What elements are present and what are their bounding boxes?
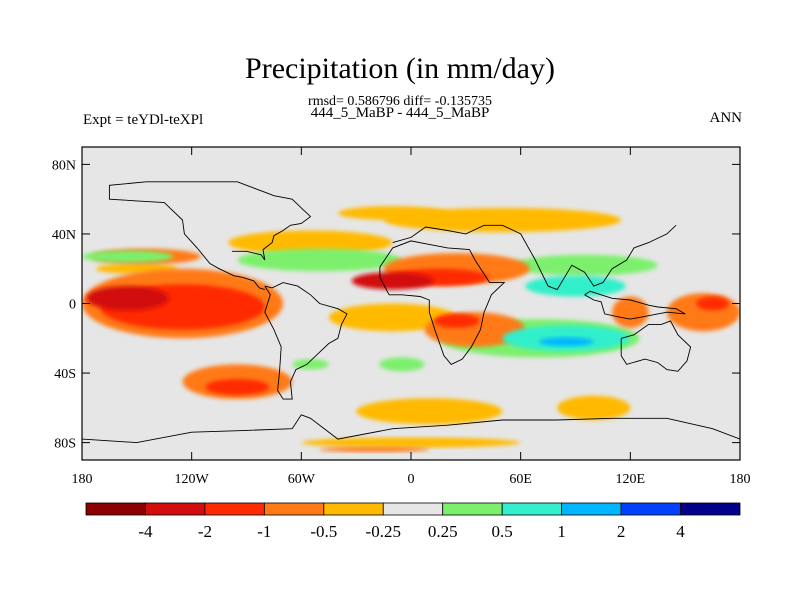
coastline-1 xyxy=(379,240,506,365)
colorbar: -4 -2 -1 -0.5 -0.25 0.25 0.5 1 2 4 xyxy=(85,502,741,541)
field-region-25 xyxy=(557,395,631,421)
coastline-0 xyxy=(392,224,677,291)
colorbar-label-2: -1 xyxy=(257,522,271,541)
x-tick-label-3: 0 xyxy=(408,472,415,487)
colorbar-box-4 xyxy=(323,502,384,516)
precipitation-field xyxy=(82,206,740,453)
x-tick-label-2: 60W xyxy=(288,472,316,487)
coastline-6 xyxy=(584,290,686,320)
field-region-7 xyxy=(205,379,270,395)
colorbar-label-7: 1 xyxy=(557,522,566,541)
field-region-31 xyxy=(337,206,448,221)
y-tick-label-0: 80N xyxy=(52,158,76,173)
x-tick-label-5: 120E xyxy=(616,472,646,487)
colorbar-box-5 xyxy=(382,502,444,516)
field-region-16 xyxy=(328,303,457,332)
colorbar-box-8 xyxy=(561,502,622,516)
plot-title: Precipitation (in mm/day) xyxy=(245,52,555,85)
field-region-10 xyxy=(82,250,174,263)
colorbar-label-9: 4 xyxy=(676,522,685,541)
field-region-4 xyxy=(86,286,169,311)
field-region-30 xyxy=(379,357,425,372)
colorbar-label-3: -0.5 xyxy=(310,522,337,541)
colorbar-label-1: -2 xyxy=(198,522,212,541)
axis-ticks: 180 120W 60W 0 60E 120E 180 80N 40N 0 40S 80S xyxy=(52,147,751,487)
colorbar-box-6 xyxy=(442,502,503,516)
field-region-11 xyxy=(511,254,658,276)
y-tick-label-4: 80S xyxy=(54,437,76,452)
field-region-24 xyxy=(696,296,730,311)
colorbar-label-0: -4 xyxy=(138,522,153,541)
coastlines xyxy=(82,181,740,444)
field-region-28 xyxy=(319,446,430,453)
field-region-18 xyxy=(433,313,480,328)
x-tick-label-0: 180 xyxy=(72,472,93,487)
colorbar-label-8: 2 xyxy=(617,522,626,541)
case-label: 444_5_MaBP - 444_5_MaBP xyxy=(310,105,490,121)
coastline-3 xyxy=(620,320,692,372)
colorbar-box-0 xyxy=(85,502,146,516)
x-tick-label-6: 180 xyxy=(730,472,751,487)
y-tick-label-3: 40S xyxy=(54,367,76,382)
field-region-5 xyxy=(228,230,393,255)
season-label: ANN xyxy=(709,110,743,126)
colorbar-box-3 xyxy=(263,502,325,516)
field-region-19 xyxy=(525,275,626,297)
colorbar-box-10 xyxy=(680,502,741,516)
x-tick-label-1: 120W xyxy=(175,472,210,487)
colorbar-box-2 xyxy=(204,502,265,516)
x-tick-label-4: 60E xyxy=(509,472,532,487)
field-region-9 xyxy=(237,248,402,272)
colorbar-box-9 xyxy=(620,502,681,516)
coastline-2 xyxy=(264,282,348,400)
y-tick-label-1: 40N xyxy=(52,228,76,243)
experiment-label: Expt = teYDl-teXPl xyxy=(83,112,204,128)
colorbar-box-7 xyxy=(501,502,563,516)
y-tick-label-2: 0 xyxy=(69,298,76,313)
stats-label: rmsd= 0.586796 diff= -0.135735 xyxy=(308,94,492,109)
colorbar-label-5: 0.25 xyxy=(428,522,458,541)
field-region-15 xyxy=(351,272,434,290)
field-region-27 xyxy=(301,437,521,448)
coastline-4 xyxy=(82,414,740,444)
colorbar-box-1 xyxy=(145,502,206,516)
field-region-22 xyxy=(612,296,649,328)
field-region-21 xyxy=(538,337,594,347)
field-region-26 xyxy=(356,398,503,425)
colorbar-label-6: 0.5 xyxy=(492,522,513,541)
colorbar-label-4: -0.25 xyxy=(366,522,401,541)
coastline-5 xyxy=(108,181,312,291)
